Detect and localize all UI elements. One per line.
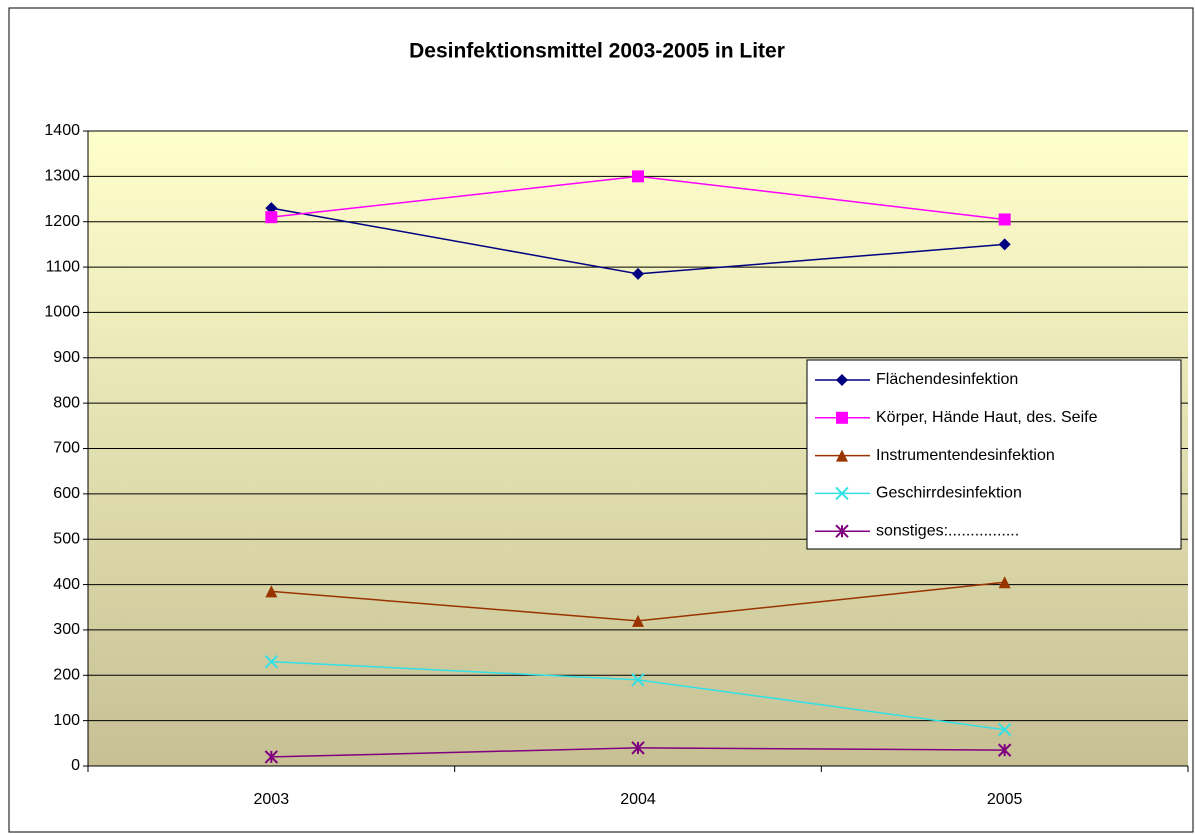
y-tick-label: 1300	[44, 168, 80, 185]
legend-label: Geschirrdesinfektion	[876, 485, 1022, 502]
x-tick-label: 2003	[254, 791, 290, 808]
y-tick-label: 900	[53, 349, 80, 366]
marker	[631, 741, 645, 755]
legend-label: Flächendesinfektion	[876, 371, 1018, 388]
marker	[632, 267, 644, 280]
y-tick-label: 700	[53, 440, 80, 457]
marker	[997, 743, 1012, 757]
marker	[265, 585, 278, 598]
y-tick-label: 1400	[44, 122, 80, 139]
marker	[836, 449, 848, 462]
y-tick-label: 500	[53, 530, 80, 547]
legend-label: sonstiges:................	[876, 522, 1019, 539]
marker	[998, 238, 1011, 251]
legend-label: Körper, Hände Haut, des. Seife	[876, 409, 1098, 426]
marker	[632, 614, 644, 627]
marker	[835, 486, 849, 501]
y-tick-label: 800	[53, 394, 80, 411]
legend	[806, 359, 1182, 550]
marker	[632, 170, 644, 183]
marker	[836, 374, 848, 386]
chart-title: Desinfektionsmittel 2003-2005 in Liter	[409, 40, 785, 63]
marker	[264, 654, 279, 669]
marker	[265, 211, 278, 224]
y-tick-label: 1000	[44, 304, 80, 321]
y-tick-label: 300	[53, 621, 80, 638]
y-tick-label: 1100	[46, 258, 81, 275]
marker	[998, 213, 1011, 226]
y-tick-label: 600	[53, 485, 80, 502]
marker	[264, 750, 279, 764]
legend-label: Instrumentendesinfektion	[876, 447, 1055, 464]
marker	[835, 524, 849, 538]
y-tick-label: 200	[53, 667, 80, 684]
marker	[836, 411, 848, 424]
y-tick-label: 100	[53, 712, 80, 729]
marker	[265, 202, 278, 215]
marker	[998, 576, 1011, 589]
x-tick-label: 2004	[620, 791, 656, 808]
y-tick-label: 400	[53, 576, 80, 593]
marker	[631, 673, 645, 687]
x-tick-label: 2005	[987, 791, 1023, 808]
y-tick-label: 1200	[44, 213, 80, 230]
marker	[997, 723, 1012, 737]
y-tick-label: 0	[71, 757, 80, 774]
